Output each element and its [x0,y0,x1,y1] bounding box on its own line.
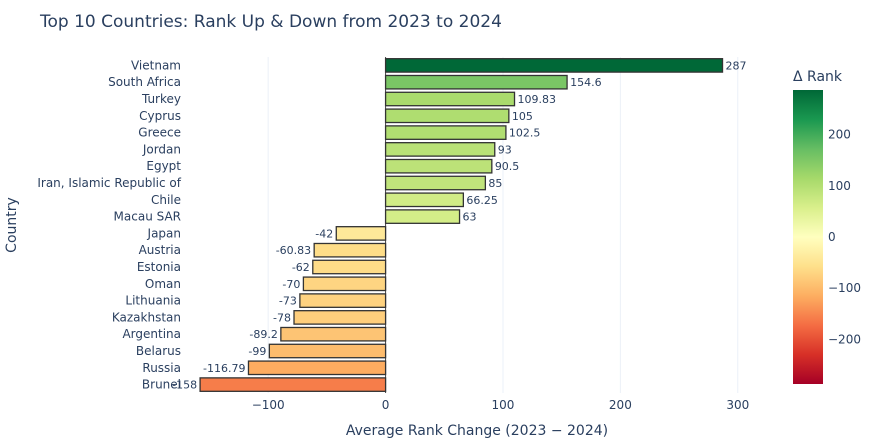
y-tick-label: Jordan [142,142,181,156]
bar-value-label: -89.2 [249,328,277,341]
colorbar-title: Δ Rank [793,69,843,85]
bar-value-label: -73 [279,295,297,308]
y-tick-label: Oman [145,277,181,291]
bar-value-label: 90.5 [495,160,520,173]
y-tick-label: Turkey [141,92,181,106]
y-tick-label: Lithuania [125,294,181,308]
bar-value-label: -60.83 [276,244,311,257]
colorbar-tick-label: −200 [828,332,861,346]
bar-value-label: 85 [488,177,502,190]
bar [312,259,387,275]
bar-value-label: -42 [315,227,333,240]
x-tick-label: 200 [609,398,632,412]
bar-value-label: 102.5 [509,127,541,140]
bar-value-label: 105 [512,110,533,123]
bar-value-label: 66.25 [466,194,498,207]
bar-value-label: 63 [463,211,477,224]
y-tick-label: Argentina [122,327,181,341]
x-tick-label: 300 [726,398,749,412]
bar [384,91,516,107]
x-tick-label: 0 [382,398,390,412]
bar-value-label: -62 [292,261,310,274]
bar-value-label: -99 [248,345,266,358]
bar [384,74,568,90]
bar-value-label: -158 [172,379,197,392]
colorbar-ticks: −200 −100 0 100 200 [828,128,861,347]
bar [335,226,387,241]
bar [384,192,465,208]
y-tick-label: Estonia [137,260,181,274]
bar [313,242,387,258]
bar-value-label: 109.83 [518,93,557,106]
y-tick-label: Austria [139,243,181,257]
bar [384,142,496,157]
bar-value-label: 287 [726,59,747,72]
colorbar-tick-label: 200 [828,128,851,142]
colorbar-tick-label: 100 [828,179,851,193]
bar [280,326,387,342]
x-tick-label: −100 [252,398,285,412]
bar [384,108,510,124]
y-tick-label: Russia [142,361,181,375]
colorbar-gradient [793,90,823,384]
bar-value-label: 93 [498,143,512,156]
bar [199,377,387,392]
colorbar: Δ Rank −200 −100 0 100 200 [793,69,861,384]
y-tick-label: Vietnam [131,58,181,72]
y-tick-label: Brunei [142,378,181,392]
bar [384,209,461,224]
x-tick-labels: −100 0 100 200 300 [252,398,750,412]
y-axis-title: Country [4,197,20,253]
bar [293,310,387,325]
colorbar-tick-label: 0 [828,230,836,244]
bar-value-label: 154.6 [570,76,602,89]
bar [268,343,387,359]
bar [384,58,724,73]
y-tick-label: Cyprus [139,109,181,123]
colorbar-tick-label: −100 [828,281,861,295]
bars: 287 154.6 109.83 105 102.5 93 90.5 85 66.25 63 -42… [172,58,747,392]
x-axis-title: Average Rank Change (2023 − 2024) [346,423,608,439]
bar [302,276,387,292]
bar [384,175,487,191]
y-tick-label: Japan [147,226,181,240]
bar-value-label: -70 [282,278,300,291]
y-tick-label: Kazakhstan [112,310,181,324]
bar-value-label: -116.79 [203,362,245,375]
y-tick-labels: Vietnam South Africa Turkey Cyprus Greece Jor… [37,58,181,391]
y-tick-label: Macau SAR [114,210,181,224]
bar [299,293,387,308]
chart-title: Top 10 Countries: Rank Up & Down from 20… [39,12,502,32]
y-tick-label: Iran, Islamic Republic of [37,176,181,190]
bar-value-label: -78 [273,311,291,324]
bar [247,360,387,376]
bar [384,125,507,140]
gridlines [267,57,739,393]
bar [384,158,493,174]
y-tick-label: Chile [151,193,181,207]
y-tick-label: Egypt [146,159,181,173]
y-tick-label: Greece [138,126,181,140]
x-tick-label: 100 [492,398,515,412]
y-tick-label: South Africa [108,75,181,89]
y-tick-label: Belarus [136,344,181,358]
